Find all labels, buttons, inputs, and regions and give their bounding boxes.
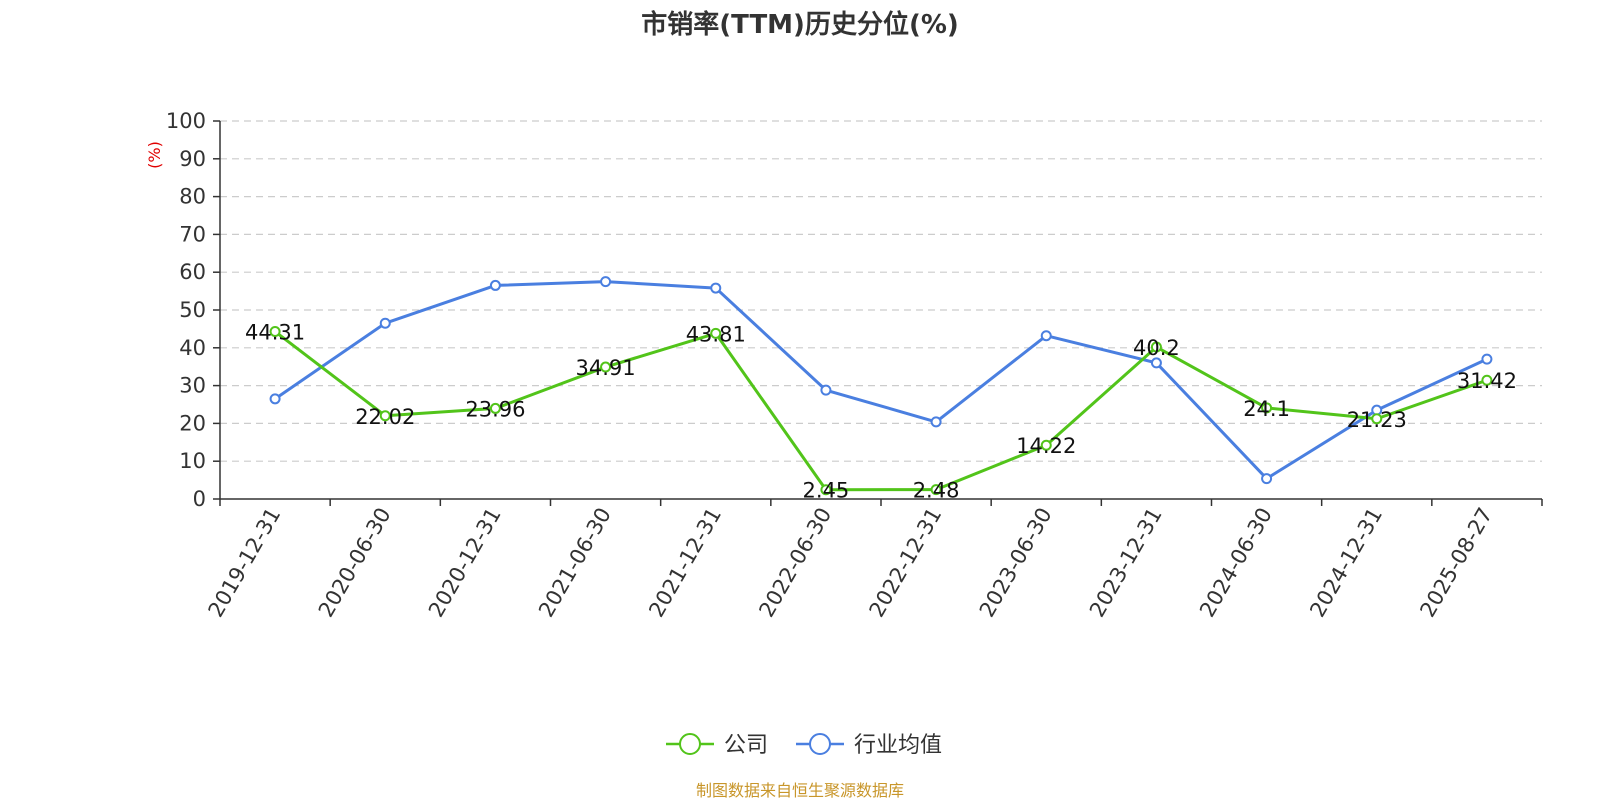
y-tick-label: 50 [179, 298, 206, 322]
data-point[interactable] [710, 327, 722, 339]
data-point[interactable] [600, 361, 612, 373]
data-point[interactable] [820, 384, 832, 396]
y-tick-label: 80 [179, 185, 206, 209]
source-note: 制图数据来自恒生聚源数据库 [695, 781, 904, 800]
x-tick-label: 2022-06-30 [754, 504, 836, 622]
chart-title: 市销率(TTM)历史分位(%) [641, 10, 959, 40]
data-point[interactable] [1481, 353, 1493, 365]
x-tick-label: 2021-06-30 [534, 504, 616, 622]
legend-marker [679, 733, 701, 755]
x-tick-label: 2019-12-31 [204, 504, 286, 622]
data-label: 44.31 [245, 321, 305, 345]
legend-marker [809, 733, 831, 755]
y-tick-label: 70 [179, 222, 206, 246]
y-tick-label: 40 [179, 336, 206, 360]
y-tick-label: 0 [193, 487, 206, 511]
data-label: 40.2 [1133, 336, 1180, 360]
data-point[interactable] [379, 410, 391, 422]
series [269, 276, 1493, 496]
y-tick-label: 10 [179, 449, 206, 473]
x-tick-label: 2024-12-31 [1305, 504, 1387, 622]
data-label: 21.23 [1347, 408, 1407, 432]
x-tick-label: 2022-12-31 [865, 503, 947, 621]
y-tick-label: 100 [166, 109, 206, 133]
data-point[interactable] [820, 484, 832, 496]
data-point[interactable] [1481, 374, 1493, 386]
x-tick-label: 2023-06-30 [975, 504, 1057, 622]
data-label: 24.1 [1243, 397, 1290, 421]
data-point[interactable] [269, 393, 281, 405]
legend-item-1[interactable]: 行业均值 [796, 733, 942, 758]
data-point[interactable] [269, 326, 281, 338]
x-tick-label: 2020-06-30 [314, 504, 396, 622]
data-point[interactable] [1261, 473, 1273, 485]
y-tick-label: 20 [179, 411, 206, 435]
y-tick-label: 30 [179, 374, 206, 398]
data-point[interactable] [600, 276, 612, 288]
data-point[interactable] [489, 279, 501, 291]
legend[interactable]: 公司 行业均值 [666, 733, 942, 758]
legend-item-0[interactable]: 公司 [666, 733, 768, 758]
axes: 0 10 20 30 40 50 60 70 80 90 100 2019-12-31 2020-06-… [166, 109, 1543, 622]
data-label: 22.02 [355, 405, 415, 429]
data-label: 14.22 [1016, 434, 1076, 458]
data-labels: 44.31 22.02 23.96 34.91 43.81 2.45 2.48 14.22 40… [245, 321, 1517, 503]
y-tick-label: 60 [179, 260, 206, 284]
data-label: 31.42 [1457, 369, 1517, 393]
data-point[interactable] [1040, 439, 1052, 451]
data-label: 43.81 [686, 322, 746, 346]
data-point[interactable] [379, 317, 391, 329]
x-tick-label: 2021-12-31 [644, 504, 726, 622]
x-tick-label: 2023-12-31 [1085, 504, 1167, 622]
legend-label: 公司 [724, 733, 768, 758]
data-point[interactable] [1150, 341, 1162, 353]
data-point[interactable] [930, 416, 942, 428]
x-tick-label: 2024-06-30 [1195, 504, 1277, 622]
data-point[interactable] [1261, 402, 1273, 414]
series-line-0 [274, 330, 1488, 492]
data-label: 2.48 [913, 479, 960, 503]
legend-label: 行业均值 [854, 733, 942, 758]
x-tick-label: 2025-08-27 [1415, 504, 1497, 622]
data-label: 23.96 [465, 397, 525, 421]
data-point[interactable] [1040, 330, 1052, 342]
data-point[interactable] [710, 282, 722, 294]
x-tick-label: 2020-12-31 [424, 503, 506, 621]
y-tick-label: 90 [179, 147, 206, 171]
data-point[interactable] [1150, 357, 1162, 369]
data-point[interactable] [930, 484, 942, 496]
data-label: 34.91 [576, 356, 636, 380]
series-line-1 [274, 280, 1488, 481]
data-point[interactable] [1371, 413, 1383, 425]
grid-lines [220, 120, 1542, 462]
data-point[interactable] [489, 402, 501, 414]
data-label: 2.45 [803, 479, 850, 503]
y-axis-title: (%) [145, 141, 164, 169]
